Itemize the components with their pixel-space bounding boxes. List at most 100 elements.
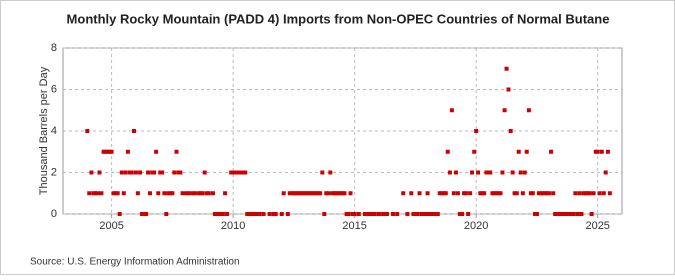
data-point: [257, 212, 262, 216]
y-tick-label: 4: [51, 125, 57, 137]
data-point: [447, 170, 452, 175]
data-point: [178, 170, 183, 175]
y-tick-label: 0: [51, 208, 57, 220]
data-point: [342, 191, 347, 196]
data-point: [595, 149, 600, 154]
data-point: [223, 191, 228, 196]
x-tick-label: 2005: [99, 220, 123, 232]
data-point: [561, 212, 566, 216]
data-point: [567, 212, 572, 216]
data-point: [326, 191, 331, 196]
data-point: [336, 191, 341, 196]
data-point: [214, 212, 219, 216]
data-point: [421, 212, 426, 216]
data-point: [591, 191, 596, 196]
data-point: [346, 212, 351, 216]
data-point: [427, 212, 432, 216]
data-point: [245, 212, 250, 216]
data-point: [573, 191, 578, 196]
data-point: [571, 212, 576, 216]
data-point: [457, 212, 462, 216]
data-point: [135, 191, 140, 196]
data-point: [196, 191, 201, 196]
data-point: [233, 170, 238, 175]
data-point: [121, 191, 126, 196]
data-point: [123, 170, 128, 175]
data-point: [285, 212, 290, 216]
data-point: [589, 212, 594, 216]
data-point: [405, 212, 410, 216]
data-point: [87, 191, 92, 196]
data-point: [455, 191, 460, 196]
data-point: [494, 191, 499, 196]
data-point: [144, 212, 149, 216]
x-tick-label: 2020: [464, 220, 488, 232]
data-point: [460, 212, 465, 216]
data-point: [409, 191, 414, 196]
data-point: [482, 191, 487, 196]
data-point: [577, 191, 582, 196]
data-point: [524, 149, 529, 154]
data-point: [451, 191, 456, 196]
data-point: [522, 170, 527, 175]
data-point: [536, 191, 541, 196]
data-point: [395, 212, 400, 216]
data-point: [99, 191, 104, 196]
data-point: [148, 191, 153, 196]
data-point: [488, 170, 493, 175]
data-point: [502, 108, 507, 113]
data-point: [549, 149, 554, 154]
data-point: [105, 149, 110, 154]
data-point: [381, 212, 386, 216]
data-point: [605, 149, 610, 154]
data-point: [423, 212, 428, 216]
data-point: [372, 212, 377, 216]
data-point: [192, 191, 197, 196]
data-point: [330, 191, 335, 196]
data-point: [267, 212, 272, 216]
data-point: [510, 170, 515, 175]
data-point: [472, 149, 477, 154]
data-point: [152, 170, 157, 175]
data-point: [95, 191, 100, 196]
data-point: [318, 191, 323, 196]
data-point: [445, 149, 450, 154]
data-point: [170, 191, 175, 196]
data-point: [470, 170, 475, 175]
data-point: [454, 170, 459, 175]
data-point: [174, 149, 179, 154]
data-point: [111, 191, 116, 196]
data-point: [587, 191, 592, 196]
data-point: [449, 108, 454, 113]
data-point: [320, 170, 325, 175]
data-point: [131, 129, 136, 133]
data-point: [184, 191, 189, 196]
data-point: [202, 170, 207, 175]
data-point: [261, 212, 266, 216]
x-tick-label: 2015: [342, 220, 366, 232]
data-point: [190, 191, 195, 196]
data-point: [579, 212, 584, 216]
data-point: [273, 212, 278, 216]
data-point: [514, 191, 519, 196]
data-point: [220, 212, 225, 216]
data-point: [425, 191, 430, 196]
data-point: [200, 191, 205, 196]
data-point: [504, 66, 509, 71]
data-point: [328, 170, 333, 175]
data-point: [93, 191, 98, 196]
data-point: [415, 212, 420, 216]
data-point: [85, 129, 90, 133]
source-note: Source: U.S. Energy Information Administ…: [30, 257, 240, 268]
data-point: [239, 170, 244, 175]
data-point: [172, 170, 177, 175]
y-tick-label: 6: [51, 83, 57, 95]
data-point: [243, 170, 248, 175]
data-point: [293, 191, 298, 196]
data-point: [599, 149, 604, 154]
data-point: [401, 191, 406, 196]
data-point: [299, 191, 304, 196]
data-point: [585, 191, 590, 196]
data-point: [500, 170, 505, 175]
